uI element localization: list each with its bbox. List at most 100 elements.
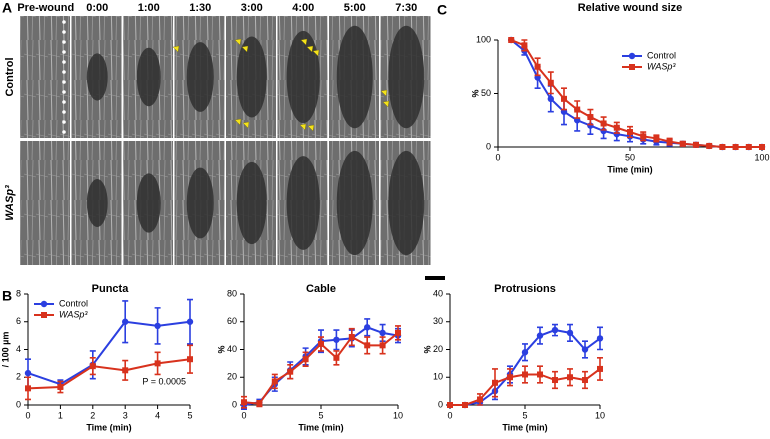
data-point (462, 402, 468, 408)
row-label: WASp³ (4, 185, 16, 221)
arrowhead (234, 118, 242, 126)
data-point (597, 365, 603, 372)
arrowhead (307, 124, 315, 132)
scale-bar (425, 276, 445, 280)
data-point (379, 342, 386, 349)
data-point (187, 356, 193, 363)
data-point (333, 354, 340, 361)
annotation: P = 0.0005 (142, 376, 186, 386)
wound (236, 161, 267, 245)
column-label: 0:00 (86, 2, 108, 14)
data-point (521, 42, 528, 49)
series-line (27, 320, 191, 386)
data-point (627, 129, 633, 136)
panel-label: B (2, 288, 12, 304)
data-point (536, 332, 544, 339)
data-point (89, 363, 96, 370)
wound (136, 47, 161, 107)
data-point (628, 52, 636, 60)
data-point (629, 64, 635, 70)
cell-dot (62, 100, 66, 104)
data-point (551, 326, 559, 334)
panel-label: A (2, 0, 12, 16)
y-tick-label: 60 (227, 316, 237, 326)
chart-title: Cable (306, 283, 336, 295)
wound (86, 53, 108, 101)
y-tick-label: 40 (433, 288, 443, 298)
x-tick-label: 0 (447, 410, 452, 420)
arrowhead (242, 121, 250, 129)
arrowhead (382, 100, 390, 108)
row-label: Control (4, 57, 16, 96)
y-tick-label: 100 (476, 34, 491, 44)
x-tick-label: 10 (595, 410, 605, 420)
data-point (364, 324, 371, 331)
data-point (600, 120, 607, 127)
data-point (582, 377, 588, 384)
y-tick-label: 8 (16, 288, 21, 298)
y-tick-label: 6 (16, 316, 21, 326)
y-tick-label: 20 (433, 344, 443, 354)
data-point (154, 322, 161, 330)
cell-dot (62, 110, 66, 114)
data-point (547, 95, 554, 103)
y-tick-label: 0 (16, 399, 21, 409)
x-tick-label: 5 (522, 410, 527, 420)
cell-dot (62, 20, 66, 24)
data-point (364, 342, 371, 349)
arrowhead (172, 45, 180, 53)
data-point (507, 374, 513, 381)
cell-dot (62, 120, 66, 124)
data-point (25, 385, 31, 392)
x-axis-label: Time (min) (298, 422, 343, 432)
legend-label: Control (59, 298, 88, 308)
data-point (154, 360, 161, 367)
x-tick-label: 100 (754, 152, 769, 162)
column-label: 7:30 (395, 2, 417, 14)
column-label: 3:00 (241, 2, 263, 14)
wound (388, 25, 425, 129)
data-point (318, 340, 324, 347)
data-point (57, 383, 64, 390)
y-tick-label: 0 (232, 399, 237, 409)
wound (136, 173, 161, 233)
data-point (537, 371, 543, 378)
data-point (122, 367, 129, 374)
data-point (640, 133, 647, 140)
column-label: 4:00 (292, 2, 314, 14)
arrowhead (241, 45, 249, 53)
arrowhead (299, 123, 307, 131)
wound (186, 42, 214, 112)
arrowhead (300, 38, 308, 46)
x-axis-label: Time (min) (86, 422, 131, 432)
data-point (693, 141, 699, 148)
column-label: Pre-wound (17, 2, 74, 14)
y-tick-label: 0 (438, 399, 443, 409)
data-point (287, 368, 294, 375)
data-point (379, 329, 386, 337)
data-point (508, 37, 515, 43)
data-point (534, 63, 541, 70)
data-point (186, 318, 194, 325)
data-point (521, 349, 529, 356)
wound (186, 167, 214, 239)
micrograph (20, 16, 70, 138)
x-tick-label: 3 (123, 410, 128, 420)
x-tick-label: 4 (155, 410, 160, 420)
x-tick-label: 0 (25, 410, 30, 420)
data-point (719, 144, 726, 150)
arrowhead (380, 89, 388, 97)
cell-dot (62, 130, 66, 134)
chart-title: Puncta (92, 283, 130, 295)
wound (286, 30, 320, 124)
arrowhead (306, 45, 314, 53)
x-axis-label: Time (min) (502, 422, 547, 432)
chart-title: Protrusions (494, 283, 556, 295)
data-point (706, 142, 713, 149)
y-tick-label: 0 (486, 141, 491, 151)
data-point (581, 346, 589, 353)
data-point (477, 396, 483, 403)
data-point (547, 79, 554, 86)
micrograph (20, 141, 70, 265)
data-point (613, 124, 620, 131)
